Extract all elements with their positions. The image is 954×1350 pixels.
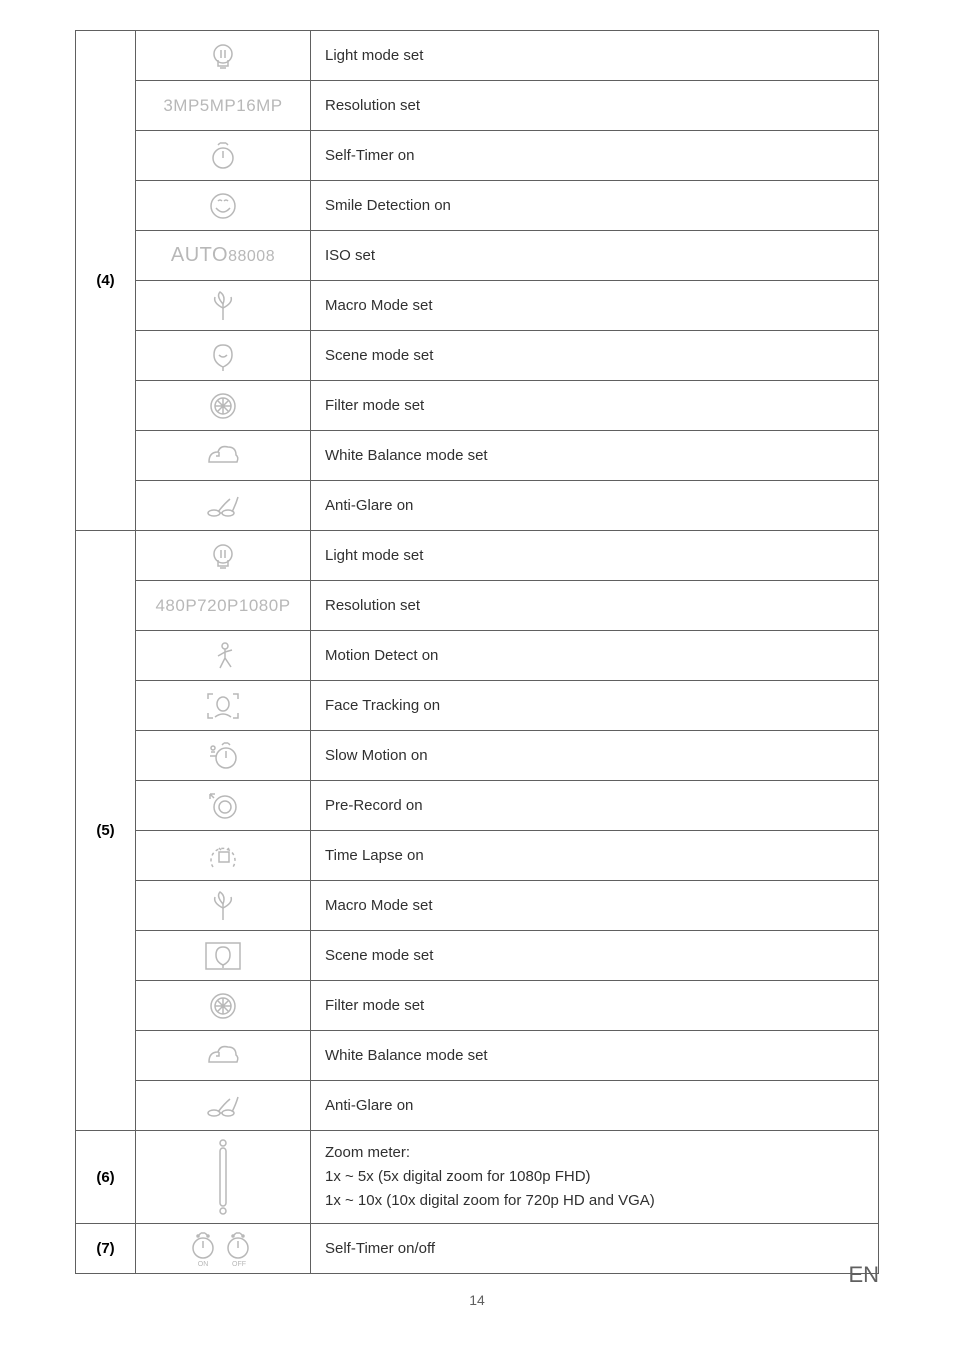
motion-icon	[207, 640, 239, 672]
icon-cell	[136, 481, 311, 531]
icon-cell	[136, 431, 311, 481]
self-timer-icon	[207, 140, 239, 172]
svg-text:ON: ON	[198, 1261, 209, 1268]
footer-lang: EN	[848, 1262, 879, 1288]
desc-cell: Light mode set	[311, 31, 879, 81]
desc-cell: Scene mode set	[311, 331, 879, 381]
slowmo-icon	[206, 741, 240, 771]
resolution-text-icon: 480P720P1080P	[155, 596, 290, 616]
section-6-label: (6)	[76, 1131, 136, 1224]
desc-cell: Filter mode set	[311, 981, 879, 1031]
icon-cell: 3MP5MP16MP	[136, 81, 311, 131]
icon-cell	[136, 181, 311, 231]
prerecord-icon	[207, 791, 239, 821]
icon-cell	[136, 281, 311, 331]
antiglare-icon	[206, 1092, 240, 1120]
filter-icon	[208, 391, 238, 421]
desc-cell: White Balance mode set	[311, 431, 879, 481]
desc-cell: Light mode set	[311, 531, 879, 581]
filter-icon	[208, 991, 238, 1021]
settings-table: (4) Light mode set 3MP5MP16MP Resolution…	[75, 30, 879, 1274]
desc-cell: Motion Detect on	[311, 631, 879, 681]
desc-cell: Scene mode set	[311, 931, 879, 981]
icon-cell: ON OFF	[136, 1224, 311, 1274]
icon-cell: AUTO88008	[136, 231, 311, 281]
desc-cell: ISO set	[311, 231, 879, 281]
desc-cell: Zoom meter: 1x ~ 5x (5x digital zoom for…	[311, 1131, 879, 1224]
icon-cell	[136, 381, 311, 431]
zoom-line-1: Zoom meter:	[325, 1141, 878, 1165]
icon-cell	[136, 331, 311, 381]
desc-cell: Resolution set	[311, 81, 879, 131]
icon-cell	[136, 1081, 311, 1131]
footer-page-num: 14	[0, 1292, 954, 1308]
scene-icon	[203, 940, 243, 972]
icon-cell	[136, 1031, 311, 1081]
light-icon	[208, 41, 238, 71]
zoom-icon	[213, 1138, 233, 1216]
desc-cell: Face Tracking on	[311, 681, 879, 731]
icon-cell	[136, 1131, 311, 1224]
icon-cell	[136, 831, 311, 881]
desc-cell: Self-Timer on/off	[311, 1224, 879, 1274]
desc-cell: Time Lapse on	[311, 831, 879, 881]
icon-cell	[136, 631, 311, 681]
icon-cell	[136, 731, 311, 781]
icon-cell	[136, 681, 311, 731]
icon-cell	[136, 931, 311, 981]
zoom-line-2: 1x ~ 5x (5x digital zoom for 1080p FHD)	[325, 1165, 878, 1189]
icon-cell	[136, 881, 311, 931]
icon-cell	[136, 531, 311, 581]
desc-cell: Macro Mode set	[311, 281, 879, 331]
smile-icon	[207, 190, 239, 222]
desc-cell: Smile Detection on	[311, 181, 879, 231]
timer-onoff-icon: ON OFF	[183, 1230, 263, 1268]
face-icon	[205, 691, 241, 721]
desc-cell: Anti-Glare on	[311, 1081, 879, 1131]
icon-cell	[136, 981, 311, 1031]
desc-cell: White Balance mode set	[311, 1031, 879, 1081]
desc-cell: Self-Timer on	[311, 131, 879, 181]
resolution-text-icon: 3MP5MP16MP	[163, 96, 282, 116]
scene-icon	[208, 341, 238, 371]
desc-cell: Filter mode set	[311, 381, 879, 431]
icon-cell	[136, 31, 311, 81]
wb-icon	[206, 442, 240, 470]
macro-icon	[208, 290, 238, 322]
wb-icon	[206, 1042, 240, 1070]
macro-icon	[208, 890, 238, 922]
icon-cell	[136, 131, 311, 181]
zoom-line-3: 1x ~ 10x (10x digital zoom for 720p HD a…	[325, 1189, 878, 1213]
desc-cell: Macro Mode set	[311, 881, 879, 931]
desc-cell: Slow Motion on	[311, 731, 879, 781]
icon-cell	[136, 781, 311, 831]
antiglare-icon	[206, 492, 240, 520]
icon-cell: 480P720P1080P	[136, 581, 311, 631]
section-7-label: (7)	[76, 1224, 136, 1274]
timelapse-icon	[206, 841, 240, 871]
iso-text-icon: AUTO88008	[171, 244, 275, 267]
desc-cell: Pre-Record on	[311, 781, 879, 831]
section-4-label: (4)	[76, 31, 136, 531]
light-icon	[208, 541, 238, 571]
svg-text:OFF: OFF	[232, 1261, 246, 1268]
desc-cell: Anti-Glare on	[311, 481, 879, 531]
desc-cell: Resolution set	[311, 581, 879, 631]
section-5-label: (5)	[76, 531, 136, 1131]
